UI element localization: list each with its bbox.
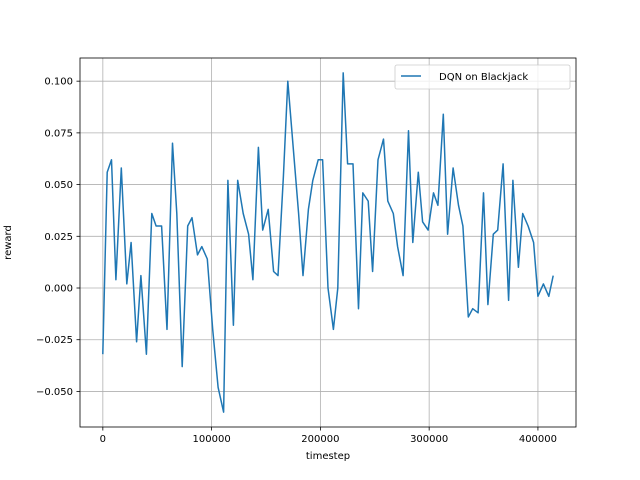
y-tick-label: −0.050 xyxy=(36,387,73,398)
y-tick-labels: −0.050 −0.025 0.000 0.025 0.050 0.075 0.100 xyxy=(36,77,73,398)
legend: DQN on Blackjack xyxy=(394,64,571,90)
x-tick-label: 300000 xyxy=(410,434,448,445)
y-tick-label: 0.075 xyxy=(44,128,73,139)
y-tick-label: −0.025 xyxy=(36,335,73,346)
x-tick-label: 400000 xyxy=(519,434,557,445)
legend-label: DQN on Blackjack xyxy=(439,72,528,83)
y-tick-label: 0.000 xyxy=(44,284,73,295)
y-tick-label: 0.025 xyxy=(44,232,73,243)
plot-frame xyxy=(79,57,577,428)
x-tick-label: 200000 xyxy=(301,434,339,445)
x-tick-label: 100000 xyxy=(193,434,231,445)
legend-box xyxy=(394,64,571,90)
x-axis-label: timestep xyxy=(306,451,350,462)
y-tick-label: 0.050 xyxy=(44,180,73,191)
x-tick-label: 0 xyxy=(100,434,106,445)
x-tick-labels: 0 100000 200000 300000 400000 xyxy=(100,434,557,445)
data-series xyxy=(102,72,554,413)
y-tick-label: 0.100 xyxy=(44,77,73,88)
series-line xyxy=(102,72,554,413)
y-axis-label: reward xyxy=(3,225,14,260)
axis-ticks xyxy=(76,80,539,431)
